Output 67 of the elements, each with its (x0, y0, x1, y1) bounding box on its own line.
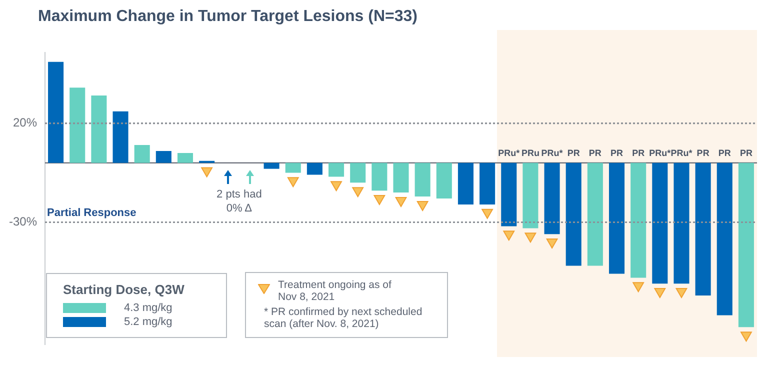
bar (458, 162, 474, 204)
bar (608, 162, 625, 274)
y-tick-label: -30% (8, 214, 38, 229)
bar (48, 62, 64, 163)
data-label: PR (740, 148, 753, 158)
bar (501, 162, 517, 226)
point (374, 195, 386, 205)
point (676, 288, 688, 298)
point (330, 181, 342, 192)
data-label: PR (632, 148, 646, 158)
bar (436, 162, 452, 198)
data-label: PRu* (498, 148, 520, 158)
bar (350, 162, 366, 183)
point (654, 288, 666, 298)
bar (652, 162, 668, 284)
bar (544, 162, 560, 234)
legend-label: 4.3 mg/kg (124, 302, 172, 314)
data-label: PRu (521, 148, 540, 158)
bar (738, 162, 754, 328)
data-label: PR (718, 148, 732, 158)
legend-title: Starting Dose, Q3W (63, 282, 186, 297)
bar (306, 162, 322, 175)
bar (112, 111, 128, 163)
y-tick-label: 20% (12, 116, 38, 130)
bar (674, 162, 690, 284)
point (395, 196, 407, 207)
point (524, 232, 536, 243)
legend-label: 5.2 mg/kg (124, 316, 172, 328)
bar (716, 162, 732, 316)
ref-line-label: Partial Response (47, 206, 136, 219)
legend-label: Treatment ongoing as of Nov 8, 2021 (278, 279, 392, 303)
bar (587, 162, 603, 266)
bar (156, 150, 172, 163)
bar (264, 162, 280, 169)
bar (414, 162, 430, 197)
bar (566, 162, 582, 266)
bar (372, 162, 388, 191)
point (287, 177, 299, 188)
data-label: PR (567, 148, 580, 158)
data-label: PR (696, 148, 710, 158)
bar (695, 162, 711, 296)
bar (285, 162, 301, 173)
point (740, 332, 752, 342)
chart-title: Maximum Change in Tumor Target Lesions (N=33) (38, 8, 418, 26)
data-label: PRu* (541, 148, 564, 158)
bar (91, 96, 107, 163)
data-label: PR (588, 148, 602, 158)
point (416, 200, 428, 211)
bar (70, 88, 86, 163)
bar (134, 145, 150, 163)
bar (177, 152, 194, 163)
bar (328, 162, 344, 177)
bar (630, 162, 646, 278)
point (546, 238, 558, 249)
point (482, 208, 493, 219)
bar (480, 162, 496, 204)
data-label: PR (610, 148, 624, 158)
bar (393, 162, 409, 193)
data-label: PRu* (670, 148, 693, 158)
point (632, 282, 644, 292)
point (503, 230, 515, 241)
bar (522, 162, 538, 228)
data-label: PRu* (649, 148, 672, 158)
point (352, 187, 364, 198)
annotation: * PR confirmed by next scheduled scan (after Nov. 8, 2021) (263, 306, 424, 330)
annotation: 2 pts had 0% Δ (216, 188, 262, 214)
point (201, 167, 213, 178)
